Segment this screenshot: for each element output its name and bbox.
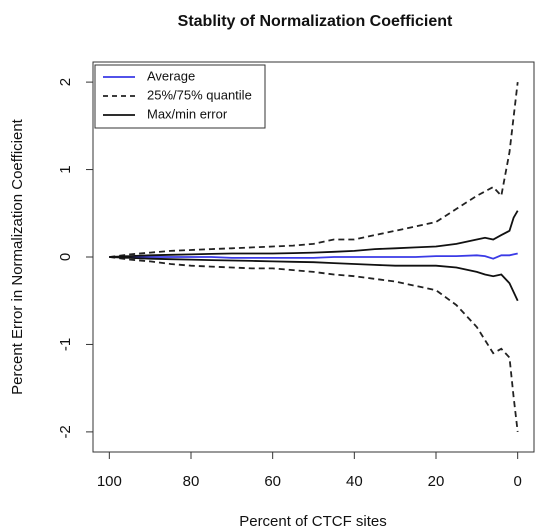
y-axis-label: Percent Error in Normalization Coefficie… bbox=[9, 118, 26, 395]
legend-label: 25%/75% quantile bbox=[147, 87, 252, 102]
x-axis-label: Percent of CTCF sites bbox=[239, 513, 387, 530]
x-tick-label: 20 bbox=[428, 473, 445, 490]
legend-label: Max/min error bbox=[147, 106, 228, 121]
series-line bbox=[109, 252, 518, 260]
x-tick-label: 40 bbox=[346, 473, 363, 490]
y-tick-label: 1 bbox=[57, 165, 74, 173]
y-tick-label: 0 bbox=[57, 253, 74, 261]
y-tick-label: -2 bbox=[57, 425, 74, 438]
series-line bbox=[109, 256, 519, 302]
y-tick-label: 2 bbox=[57, 78, 74, 86]
x-tick-label: 100 bbox=[97, 473, 122, 490]
x-tick-label: 60 bbox=[264, 473, 281, 490]
legend-label: Average bbox=[147, 68, 195, 83]
series-line bbox=[109, 81, 519, 258]
x-tick-label: 80 bbox=[183, 473, 200, 490]
chart-title: Stablity of Normalization Coefficient bbox=[178, 13, 453, 30]
y-tick-label: -1 bbox=[57, 338, 74, 351]
series-line bbox=[109, 256, 519, 433]
x-tick-label: 0 bbox=[513, 473, 521, 490]
series-line bbox=[109, 210, 519, 258]
